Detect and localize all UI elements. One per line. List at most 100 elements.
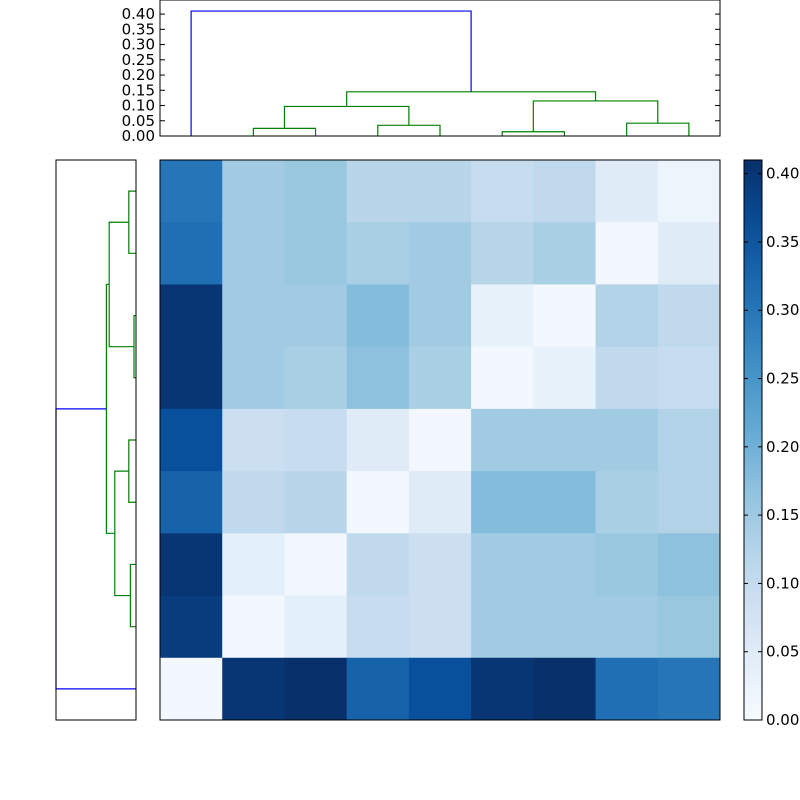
heatmap-cell bbox=[657, 160, 721, 223]
heatmap-cell bbox=[222, 284, 285, 348]
heatmap-cell bbox=[471, 657, 534, 721]
heatmap-cell bbox=[284, 595, 348, 659]
top-dendrogram-ytick-label: 0.20 bbox=[122, 66, 155, 84]
left-dendrogram-frame bbox=[55, 159, 137, 721]
left-dendrogram-link bbox=[128, 190, 136, 254]
top-dendrogram-ytick-label: 0.00 bbox=[122, 127, 155, 145]
heatmap-cell bbox=[533, 595, 597, 659]
colorbar-bar bbox=[743, 159, 763, 721]
heatmap-cell bbox=[657, 222, 721, 285]
top-dendrogram-link bbox=[346, 91, 597, 107]
heatmap-cell bbox=[346, 595, 410, 659]
left-dendrogram-link bbox=[129, 563, 136, 628]
heatmap-cell bbox=[160, 595, 223, 659]
heatmap-cell bbox=[533, 533, 597, 597]
top-dendrogram-link bbox=[532, 100, 659, 132]
heatmap-cell bbox=[471, 408, 534, 472]
heatmap-cell bbox=[471, 284, 534, 348]
heatmap-cell bbox=[533, 284, 597, 348]
left-dendrogram-link bbox=[128, 439, 136, 503]
heatmap-cell bbox=[408, 408, 472, 472]
heatmap-cell bbox=[533, 222, 597, 285]
heatmap-cell bbox=[595, 471, 659, 534]
heatmap-cell bbox=[595, 160, 659, 223]
heatmap-cell bbox=[160, 160, 223, 223]
heatmap-cell bbox=[471, 160, 534, 223]
heatmap-cell bbox=[222, 222, 285, 285]
heatmap-cell bbox=[533, 346, 597, 410]
heatmap-cell bbox=[222, 346, 285, 410]
top-dendrogram-link bbox=[626, 122, 690, 136]
colorbar-tick-label: 0.35 bbox=[766, 233, 799, 251]
left-dendrogram-link bbox=[108, 221, 134, 348]
heatmap-cell bbox=[595, 222, 659, 285]
heatmap-cell bbox=[284, 284, 348, 348]
top-dendrogram-ytick-label: 0.35 bbox=[122, 20, 155, 38]
heatmap-cell bbox=[222, 408, 285, 472]
heatmap-cell bbox=[408, 160, 472, 223]
heatmap-cell bbox=[657, 408, 721, 472]
heatmap-cell bbox=[533, 408, 597, 472]
heatmap-cell bbox=[222, 595, 285, 659]
top-dendrogram-ytick-label: 0.30 bbox=[122, 36, 155, 54]
heatmap-cell bbox=[595, 533, 659, 597]
heatmap-cell bbox=[284, 533, 348, 597]
heatmap-cell bbox=[408, 471, 472, 534]
heatmap-cell bbox=[346, 533, 410, 597]
colorbar: 0.00 0.05 0.10 0.15 0.20 0.25 0.30 0.35 0.40 bbox=[743, 159, 799, 729]
top-dendrogram: 0.000.050.100.150.200.250.300.350.40 bbox=[122, 0, 721, 145]
heatmap-cell bbox=[408, 346, 472, 410]
colorbar-tick-label: 0.00 bbox=[766, 711, 799, 729]
heatmap-cell bbox=[657, 471, 721, 534]
colorbar-tick-label: 0.05 bbox=[766, 643, 799, 661]
heatmap-cell bbox=[160, 533, 223, 597]
heatmap-cell bbox=[657, 284, 721, 348]
heatmap-cell bbox=[160, 222, 223, 285]
heatmap-cell bbox=[284, 471, 348, 534]
heatmap-cell bbox=[471, 533, 534, 597]
heatmap-cell bbox=[595, 595, 659, 659]
heatmap-cell bbox=[471, 222, 534, 285]
heatmap-cell bbox=[408, 284, 472, 348]
left-dendrogram-link bbox=[55, 408, 136, 690]
heatmap-cell bbox=[160, 657, 223, 721]
colorbar-tick-label: 0.25 bbox=[766, 370, 799, 388]
top-dendrogram-frame bbox=[159, 0, 721, 137]
heatmap-cell bbox=[222, 657, 285, 721]
top-dendrogram-ytick-label: 0.05 bbox=[122, 112, 155, 130]
heatmap-cell bbox=[595, 408, 659, 472]
heatmap-cell bbox=[657, 595, 721, 659]
top-dendrogram-link bbox=[252, 127, 317, 136]
left-dendrogram bbox=[55, 159, 137, 721]
heatmap-cell bbox=[408, 657, 472, 721]
heatmap-cell bbox=[471, 471, 534, 534]
heatmap-cell bbox=[471, 346, 534, 410]
heatmap-cell bbox=[160, 346, 223, 410]
heatmap-cell bbox=[284, 657, 348, 721]
heatmap-cell bbox=[346, 284, 410, 348]
top-dendrogram-ytick-label: 0.10 bbox=[122, 97, 155, 115]
heatmap-cell bbox=[595, 284, 659, 348]
heatmap-cell bbox=[160, 284, 223, 348]
heatmap-cell bbox=[160, 408, 223, 472]
heatmap-cell bbox=[222, 160, 285, 223]
heatmap bbox=[159, 159, 721, 721]
heatmap-cell bbox=[533, 471, 597, 534]
heatmap-cell bbox=[284, 346, 348, 410]
top-dendrogram-ytick-label: 0.25 bbox=[122, 51, 155, 69]
heatmap-frame bbox=[159, 159, 721, 721]
heatmap-cell bbox=[408, 533, 472, 597]
top-dendrogram-ytick-label: 0.15 bbox=[122, 81, 155, 99]
heatmap-cell bbox=[346, 222, 410, 285]
heatmap-cell bbox=[346, 471, 410, 534]
heatmap-cell bbox=[346, 657, 410, 721]
heatmap-cell bbox=[471, 595, 534, 659]
left-dendrogram-link bbox=[114, 470, 131, 597]
heatmap-cell bbox=[533, 657, 597, 721]
heatmap-cell bbox=[533, 160, 597, 223]
colorbar-tick-label: 0.10 bbox=[766, 574, 799, 592]
heatmap-cell bbox=[595, 657, 659, 721]
colorbar-tick-label: 0.30 bbox=[766, 301, 799, 319]
heatmap-cell bbox=[595, 346, 659, 410]
